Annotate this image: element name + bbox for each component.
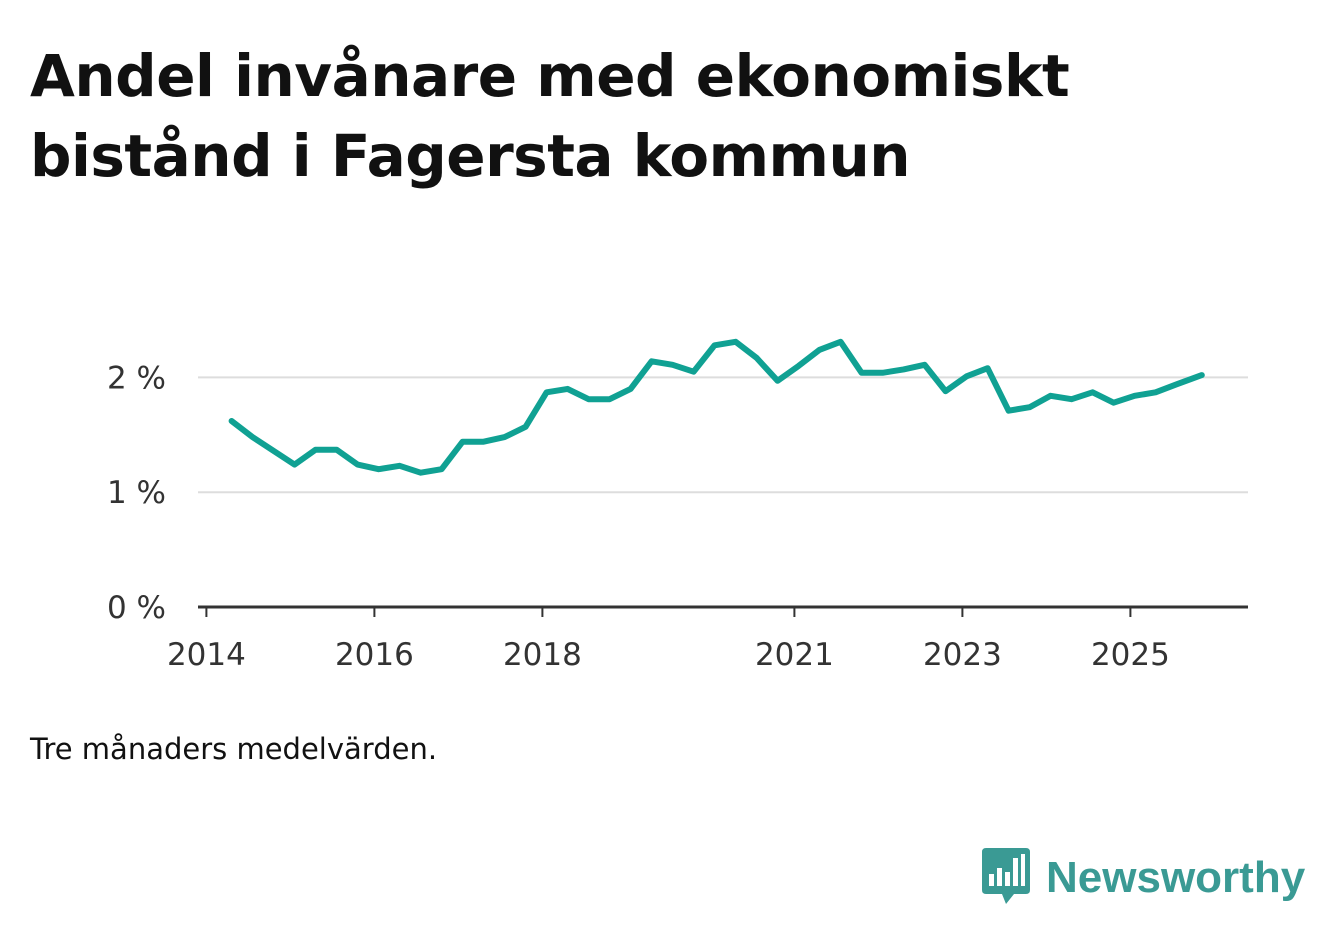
- newsworthy-logo-icon: [980, 846, 1032, 910]
- y-tick-label: 1 %: [107, 475, 166, 511]
- x-tick-label: 2021: [755, 637, 834, 673]
- x-tick-label: 2016: [335, 637, 414, 673]
- chart-title: Andel invånare med ekonomiskt bistånd i …: [30, 42, 1070, 190]
- chart-caption: Tre månaders medelvärden.: [30, 732, 438, 766]
- x-tick-label: 2018: [503, 637, 582, 673]
- brand-name: Newsworthy: [1046, 853, 1306, 902]
- series: [228, 338, 1205, 476]
- x-tick-label: 2023: [923, 637, 1002, 673]
- y-tick-label: 0 %: [107, 590, 166, 626]
- x-tick-label: 2014: [167, 637, 246, 673]
- brand: Newsworthy: [980, 846, 1305, 910]
- x-tick-label: 2025: [1091, 637, 1170, 673]
- y-tick-label: 2 %: [107, 360, 166, 396]
- axes: 0 % 1 % 2 % 2014 2016 2018 2021 2023 2025: [107, 360, 1248, 673]
- series-line: [228, 338, 1205, 476]
- grid-lines: [198, 376, 1248, 494]
